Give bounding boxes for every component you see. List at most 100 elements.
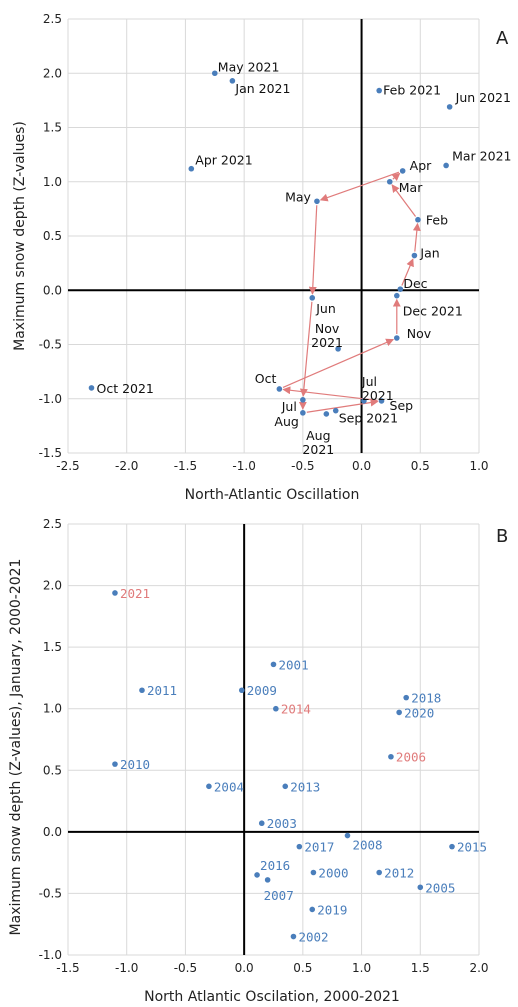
data-label: 2008 xyxy=(352,838,382,853)
data-label: Mar 2021 xyxy=(452,148,511,163)
data-point xyxy=(376,87,382,94)
y-tick-label: 0.0 xyxy=(43,825,62,839)
data-point xyxy=(229,78,236,84)
data-label: 2012 xyxy=(384,865,414,880)
data-point xyxy=(399,168,406,174)
data-point xyxy=(417,884,424,891)
x-tick-label: 2.0 xyxy=(469,961,488,975)
data-point xyxy=(264,877,271,883)
data-point xyxy=(211,70,218,77)
y-tick-label: -0.5 xyxy=(39,338,62,352)
trajectory-arrow xyxy=(282,338,395,388)
trajectory-arrow xyxy=(308,205,318,295)
data-point xyxy=(258,820,265,827)
data-point xyxy=(394,335,400,341)
y-tick-label: 1.5 xyxy=(43,640,62,654)
x-tick-label: -2.0 xyxy=(115,459,138,473)
data-label: 2011 xyxy=(147,683,177,698)
y-tick-label: 0.5 xyxy=(43,229,62,243)
data-label: Oct xyxy=(255,371,277,386)
data-label: 2006 xyxy=(396,750,426,765)
x-tick-label: 1.0 xyxy=(469,459,488,473)
panel-b-axes: -1.5 -1.0 -0.5 0.0 0.5 1.0 1.5 2.0-1.0-0.50.00.… xyxy=(39,517,489,975)
x-tick-label: -1.0 xyxy=(232,459,255,473)
data-label: Apr 2021 xyxy=(195,153,252,168)
data-point xyxy=(300,397,306,403)
data-label: Dec 2021 xyxy=(403,304,463,319)
data-label: Sep 2021 xyxy=(339,411,398,426)
data-point xyxy=(415,216,421,223)
data-label: 2003 xyxy=(267,816,297,831)
data-point xyxy=(188,165,195,172)
trajectory-arrow xyxy=(391,172,401,182)
data-point xyxy=(332,407,339,414)
data-point xyxy=(388,753,394,760)
data-label: 2004 xyxy=(214,779,244,794)
y-tick-label: 1.0 xyxy=(43,175,62,189)
y-tick-label: 1.5 xyxy=(43,121,62,135)
data-label: Dec xyxy=(403,276,427,291)
data-label: 2019 xyxy=(317,902,347,917)
data-point xyxy=(335,346,341,352)
data-label: Mar xyxy=(399,180,423,195)
data-label: 2013 xyxy=(290,779,320,794)
panel-a-y-axis-title: Maximum snow depth (Z-values) xyxy=(12,121,28,351)
panel-b-letter: B xyxy=(496,526,508,547)
data-point xyxy=(276,386,283,392)
data-point xyxy=(206,783,212,790)
x-tick-label: 1.0 xyxy=(352,961,371,975)
data-point xyxy=(270,661,277,668)
data-label: 2018 xyxy=(411,691,441,706)
data-label: Jan 2021 xyxy=(234,81,290,96)
data-point xyxy=(396,709,402,716)
data-point xyxy=(88,385,95,391)
panel-b-y-axis-title: Maximum snow depth (Z-values), January, … xyxy=(8,559,24,936)
data-point xyxy=(273,705,279,712)
trajectory-arrow xyxy=(306,398,379,413)
data-label: Nov 2021 xyxy=(311,321,343,350)
y-tick-label: -1.0 xyxy=(39,392,62,406)
data-point xyxy=(449,843,455,850)
data-label: 2001 xyxy=(279,657,309,672)
x-tick-label: -0.5 xyxy=(291,459,314,473)
data-point xyxy=(309,295,316,301)
y-tick-label: 0.5 xyxy=(43,763,62,777)
data-label: Jan xyxy=(419,246,439,261)
trajectory-arrow xyxy=(319,171,400,202)
data-point xyxy=(112,590,118,596)
panel-a-labels: May 2021 Jan 2021 Feb 2021 Jun 2021 Apr 2021… xyxy=(96,59,511,457)
data-label: 2017 xyxy=(304,840,334,855)
data-point xyxy=(296,843,303,850)
data-point xyxy=(378,398,385,404)
panel-a: -2.5 -2.0 -1.5 -1.0 -0.5 0.0 0.5 1.0 -1.5 -1.0 -0.… xyxy=(12,12,511,503)
trajectory-arrow xyxy=(412,222,421,252)
data-label: Feb xyxy=(426,213,448,228)
data-label: 2015 xyxy=(457,840,487,855)
data-point xyxy=(443,162,449,169)
data-point xyxy=(314,198,320,205)
data-point xyxy=(309,906,316,913)
x-tick-label: -1.5 xyxy=(56,961,79,975)
y-tick-label: -1.0 xyxy=(39,948,62,962)
data-point xyxy=(403,694,409,701)
data-label: Jul xyxy=(281,399,297,414)
x-tick-label: 1.5 xyxy=(411,961,430,975)
data-point xyxy=(344,832,351,839)
data-label: Aug 2021 xyxy=(302,428,334,457)
x-tick-label: -1.0 xyxy=(115,961,138,975)
data-point xyxy=(397,286,404,292)
data-point xyxy=(290,933,297,940)
trajectory-arrow xyxy=(282,386,378,402)
data-label: Aug xyxy=(274,414,298,429)
panel-b-x-axis-title: North Atlantic Oscilation, 2000-2021 xyxy=(144,989,400,1005)
data-label: 2020 xyxy=(404,705,434,720)
data-point xyxy=(139,687,145,694)
trajectory-arrow xyxy=(299,301,313,397)
x-tick-label: 0.5 xyxy=(411,459,430,473)
x-tick-label: 0.0 xyxy=(352,459,371,473)
data-label: Oct 2021 xyxy=(96,381,153,396)
data-point xyxy=(300,410,306,416)
y-tick-label: 2.0 xyxy=(43,66,62,80)
